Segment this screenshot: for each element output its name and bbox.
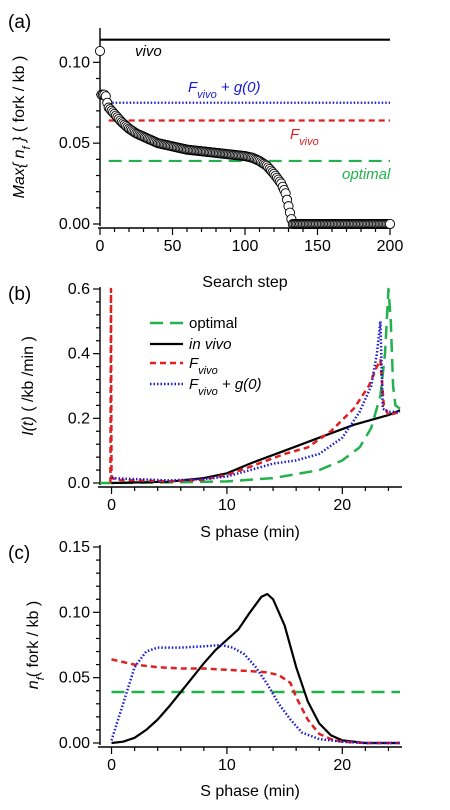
panel-b: (b) 0.0 0.2 0.4 0.6 0 10 20 S phase (min) I(t) ( … [8,281,402,541]
x-tick-label: 20 [333,757,351,774]
x-tick-label: 20 [333,497,351,514]
scatter-point [384,218,396,230]
x-tick-label: 0 [96,238,105,255]
x-tick-label: 200 [377,238,404,255]
hline-label-fvivo: Fvivo [290,126,319,148]
panel-label: (b) [8,284,31,305]
series-line [109,287,401,484]
y-tick-label: 0.10 [59,604,90,621]
legend-label: optimal [189,315,237,332]
legend-label: in vivo [189,336,232,353]
y-tick-label: 0.10 [59,54,90,71]
y-tick-label: 0.05 [59,135,90,152]
x-tick-label: 10 [218,757,236,774]
hline-label-vivo: vivo [135,43,162,60]
y-tick-label: 0.2 [68,410,90,427]
panel-label: (c) [8,543,30,564]
x-axis-label: S phase (min) [200,524,300,541]
series-line [111,592,400,745]
series-line [110,643,400,745]
x-tick-label: 50 [164,238,182,255]
y-tick-label: 0.15 [59,539,90,556]
panel-a: (a) 0.00 0.05 0.10 0 50 100 150 200 Search step Ma… [8,12,403,291]
y-axis-label: nf( fork / kb ) [25,601,47,689]
x-axis-label: Search step [202,274,287,291]
hline-label-optimal: optimal [342,166,391,183]
x-tick-label: 100 [232,238,259,255]
x-tick-label: 0 [107,757,116,774]
y-tick-label: 0.6 [68,281,90,298]
legend-label: Fvivo + g(0) [189,376,262,398]
panel-c: (c) 0.00 0.05 0.10 0.15 0 10 20 S phase (min) nf(… [8,539,402,800]
x-tick-label: 150 [304,238,331,255]
scatter-point [94,45,106,57]
hline-label-fvivo-g0: Fvivo + g(0) [188,79,261,101]
y-axis-label: I(t) ( /kb /min ) [20,336,37,436]
y-tick-label: 0.00 [59,735,90,752]
y-tick-label: 0.00 [59,216,90,233]
x-tick-label: 10 [218,497,236,514]
y-tick-label: 0.05 [59,670,90,687]
x-axis-label: S phase (min) [200,783,300,800]
y-axis-label: Max{ nf } ( fork / kb ) [11,56,33,199]
series-line [111,409,401,485]
series-line [111,320,400,482]
panel-label: (a) [8,12,31,33]
legend-label: Fvivo [189,355,218,377]
series-line [111,658,400,745]
x-tick-label: 0 [107,497,116,514]
y-tick-label: 0.4 [68,346,90,363]
y-tick-label: 0.0 [68,475,90,492]
